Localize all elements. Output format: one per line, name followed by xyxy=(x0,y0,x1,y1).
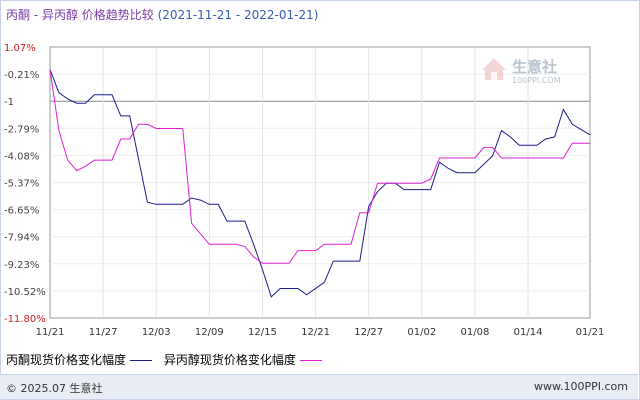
chart-date-range: (2021-11-21 - 2022-01-21) xyxy=(157,8,319,22)
legend-swatch-series-2 xyxy=(299,360,322,361)
tick-layer: 1.07% -0.21% -1 -2.79% -4.08% -5.37% -6.65% -7.… xyxy=(4,43,604,338)
series-line-2 xyxy=(49,69,590,264)
y-tick-label: -5.37% xyxy=(4,179,39,190)
legend-label-series-2: 异丙醇现货价格变化幅度 xyxy=(163,353,296,367)
y-tick-label: -11.80% xyxy=(4,314,46,325)
chart-legend: 丙酮现货价格变化幅度 异丙醇现货价格变化幅度 xyxy=(6,351,330,368)
x-tick-label: 12/27 xyxy=(354,327,383,338)
y-tick-label: -6.65% xyxy=(4,206,39,217)
y-tick-label: -1 xyxy=(4,97,14,108)
y-tick-label: -9.23% xyxy=(4,260,39,271)
y-tick-label: -10.52% xyxy=(4,287,46,298)
x-tick-label: 11/27 xyxy=(89,327,118,338)
x-tick-label: 01/21 xyxy=(576,327,605,338)
x-tick-label: 01/02 xyxy=(407,327,436,338)
x-tick-label: 01/14 xyxy=(514,327,543,338)
x-tick-label: 12/15 xyxy=(248,327,277,338)
grid-layer xyxy=(49,46,591,319)
series-line-1 xyxy=(49,69,591,298)
legend-swatch-series-1 xyxy=(130,360,153,361)
footer-bar: © 2025.07 生意社 www.100PPI.com xyxy=(0,374,638,399)
x-tick-label: 12/09 xyxy=(195,327,224,338)
y-tick-label: -4.08% xyxy=(4,151,39,162)
chart-title-text: 丙酮 - 异丙醇 价格趋势比较 xyxy=(6,8,154,22)
x-tick-label: 12/03 xyxy=(142,327,171,338)
legend-item-series-1: 丙酮现货价格变化幅度 xyxy=(6,351,153,368)
series-layer xyxy=(49,69,591,298)
x-tick-label: 11/21 xyxy=(36,327,65,338)
legend-item-series-2: 异丙醇现货价格变化幅度 xyxy=(164,351,322,368)
y-tick-label: -7.94% xyxy=(4,233,39,244)
watermark-name: 生意社 xyxy=(512,58,558,76)
y-tick-label: 1.07% xyxy=(4,43,36,54)
footer-copyright: © 2025.07 生意社 xyxy=(6,382,103,395)
watermark-house-icon xyxy=(482,58,506,80)
x-tick-label: 12/21 xyxy=(301,327,330,338)
legend-label-series-1: 丙酮现货价格变化幅度 xyxy=(6,353,127,367)
footer-site-link[interactable]: www.100PPI.com xyxy=(534,380,628,393)
watermark-url: 100PPI.COM xyxy=(512,76,561,85)
x-tick-label: 01/08 xyxy=(461,327,490,338)
y-tick-label: -2.79% xyxy=(4,124,39,135)
chart-title: 丙酮 - 异丙醇 价格趋势比较 (2021-11-21 - 2022-01-21… xyxy=(6,6,318,23)
watermark-house-door xyxy=(491,72,497,80)
y-tick-label: -0.21% xyxy=(4,70,39,81)
watermark-logo xyxy=(482,58,506,80)
